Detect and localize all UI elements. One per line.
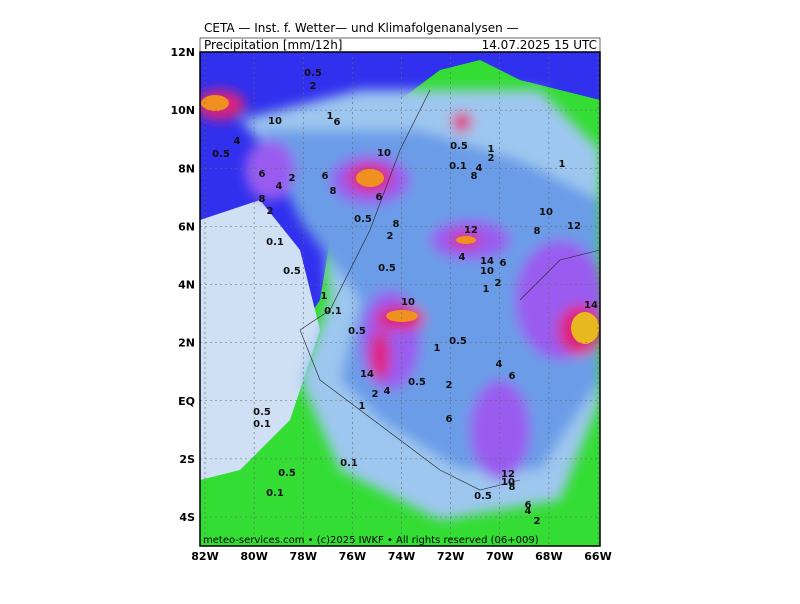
contour-label: 4 (276, 181, 283, 192)
lat-label: 12N (170, 46, 195, 59)
lon-label: 66W (584, 550, 611, 563)
contour-label: 0.1 (324, 306, 342, 317)
lon-label: 78W (290, 550, 317, 563)
contour-label: 10 (377, 148, 391, 159)
contour-label: 8 (259, 194, 266, 205)
contour-label: 2 (289, 173, 296, 184)
contour-label: 0.5 (348, 326, 366, 337)
lat-label: 6N (178, 220, 195, 233)
contour-label: 10 (480, 266, 494, 277)
contour-label: 6 (500, 258, 507, 269)
contour-label: 2 (267, 206, 274, 217)
lat-label: 8N (178, 162, 195, 175)
contour-label: 1 (559, 159, 566, 170)
contour-label: 8 (534, 226, 541, 237)
parameter: Precipitation [mm/12h] (204, 38, 342, 52)
lon-label: 76W (339, 550, 366, 563)
contour-label: 8 (330, 186, 337, 197)
contour-label: 10 (401, 297, 415, 308)
contour-label: 0.5 (378, 263, 396, 274)
contour-label: 1 (483, 284, 490, 295)
contour-label: 0.5 (283, 266, 301, 277)
contour-label: 8 (393, 219, 400, 230)
contour-label: 2 (387, 231, 394, 242)
lon-label: 68W (535, 550, 562, 563)
valid-time: 14.07.2025 15 UTC (482, 38, 597, 52)
contour-label: 4 (525, 506, 532, 517)
lat-label: 10N (170, 104, 195, 117)
contour-label: 1 (359, 401, 366, 412)
lon-label: 70W (486, 550, 513, 563)
contour-label: 0.5 (354, 214, 372, 225)
contour-label: 6 (446, 414, 453, 425)
lat-label: 4S (179, 511, 195, 524)
contour-label: 6 (259, 169, 266, 180)
lon-label: 74W (388, 550, 415, 563)
footer: meteo-services.com • (c)2025 IWKF • All … (203, 535, 539, 546)
contour-label: 2 (372, 389, 379, 400)
lat-label: 4N (178, 279, 195, 292)
contour-label: 12 (567, 221, 581, 232)
contour-label: 4 (459, 252, 466, 263)
contour-label: 14 (360, 369, 374, 380)
contour-label: 1 (321, 291, 328, 302)
contour-label: 6 (525, 500, 532, 511)
contour-label: 0.5 (450, 141, 468, 152)
contour-label: 10 (539, 207, 553, 218)
contour-label: 1 (327, 111, 334, 122)
contour-label: 0.1 (266, 237, 284, 248)
lat-label: 2S (179, 453, 195, 466)
contour-label: 2 (310, 81, 317, 92)
contour-label: 0.5 (304, 68, 322, 79)
contour-label: 1 (434, 343, 441, 354)
contour-label: 12 (464, 225, 478, 236)
lon-label: 82W (191, 550, 218, 563)
contour-label: 2 (446, 380, 453, 391)
contour-label: 10 (268, 116, 282, 127)
contour-label: 0.1 (253, 419, 271, 430)
contour-label: 2 (534, 516, 541, 527)
lat-label: EQ (178, 395, 195, 408)
contour-label: 6 (334, 117, 341, 128)
contour-label: 0.5 (449, 336, 467, 347)
contour-label: 4 (496, 359, 503, 370)
contour-label: 0.5 (253, 407, 271, 418)
title: CETA — Inst. f. Wetter— und Klimafolgena… (204, 21, 519, 35)
contour-label: 2 (488, 153, 495, 164)
contour-label: 6 (322, 171, 329, 182)
contour-label: 0.5 (408, 377, 426, 388)
contour-label: 4 (234, 136, 241, 147)
contour-label: 8 (509, 482, 516, 493)
contour-label: 14 (584, 300, 598, 311)
lon-label: 72W (437, 550, 464, 563)
contour-label: 4 (384, 386, 391, 397)
contour-label: 0.5 (278, 468, 296, 479)
contour-label: 10 (501, 477, 515, 488)
contour-label: 0.1 (340, 458, 358, 469)
map-field (200, 52, 600, 546)
lon-label: 80W (240, 550, 267, 563)
contour-label: 2 (495, 278, 502, 289)
contour-label: 8 (471, 171, 478, 182)
contour-label: 0.5 (212, 149, 230, 160)
map-frame (199, 51, 601, 547)
contour-label: 0.1 (449, 161, 467, 172)
contour-label: 0.5 (474, 491, 492, 502)
contour-label: 14 (480, 256, 494, 267)
contour-label: 0.1 (266, 488, 284, 499)
contour-label: 4 (476, 163, 483, 174)
contour-label: 6 (376, 192, 383, 203)
contour-label: 6 (509, 371, 516, 382)
lat-label: 2N (178, 337, 195, 350)
contour-label: 1 (488, 144, 495, 155)
contour-label: 12 (501, 469, 515, 480)
